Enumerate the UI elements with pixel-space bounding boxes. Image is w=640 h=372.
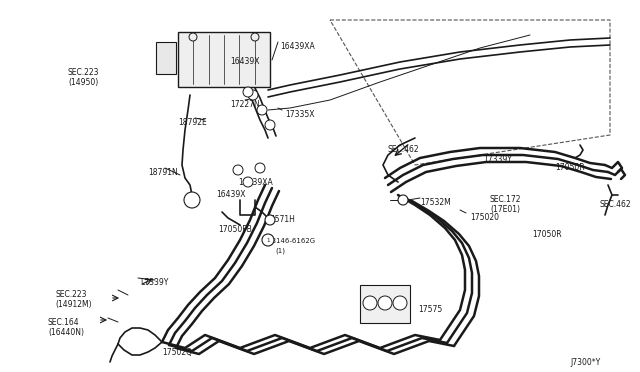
Text: 17571H: 17571H [265, 215, 295, 224]
Text: 175020: 175020 [470, 213, 499, 222]
Circle shape [248, 90, 258, 100]
Text: SEC.223: SEC.223 [55, 290, 86, 299]
Circle shape [184, 192, 200, 208]
Text: 16439X: 16439X [216, 190, 246, 199]
Text: 1: 1 [266, 237, 269, 243]
Text: SEC.164: SEC.164 [48, 318, 79, 327]
Text: SEC.223: SEC.223 [68, 68, 99, 77]
Text: (14912M): (14912M) [55, 300, 92, 309]
Circle shape [255, 163, 265, 173]
Circle shape [265, 215, 275, 225]
Text: 08146-6162G: 08146-6162G [268, 238, 316, 244]
Text: 16439XA: 16439XA [238, 178, 273, 187]
Bar [360, 285, 410, 323]
Bar [156, 42, 176, 74]
Text: 17227N: 17227N [230, 100, 260, 109]
Bar [178, 32, 270, 87]
Circle shape [243, 177, 253, 187]
Circle shape [189, 33, 197, 41]
Text: SEC.462: SEC.462 [388, 145, 420, 154]
Text: 18791N: 18791N [148, 168, 178, 177]
Text: 17575: 17575 [418, 305, 442, 314]
Circle shape [233, 165, 243, 175]
Text: SEC.462: SEC.462 [600, 200, 632, 209]
Text: J7300*Y: J7300*Y [570, 358, 600, 367]
Circle shape [251, 33, 259, 41]
Text: 18792E: 18792E [178, 118, 207, 127]
Circle shape [378, 296, 392, 310]
Text: (17E01): (17E01) [490, 205, 520, 214]
Text: 16439X: 16439X [230, 57, 259, 66]
Text: (14950): (14950) [68, 78, 99, 87]
Text: 17335X: 17335X [285, 110, 314, 119]
Text: (1): (1) [275, 248, 285, 254]
Text: (16440N): (16440N) [48, 328, 84, 337]
Text: 16439XA: 16439XA [280, 42, 315, 51]
Text: 17050R: 17050R [555, 163, 584, 172]
Circle shape [363, 296, 377, 310]
Text: 17532M: 17532M [420, 198, 451, 207]
Circle shape [393, 296, 407, 310]
Text: SEC.172: SEC.172 [490, 195, 522, 204]
Circle shape [243, 87, 253, 97]
Text: 17502Q: 17502Q [162, 348, 192, 357]
Text: 17050FB: 17050FB [218, 225, 252, 234]
Text: 17339Y: 17339Y [483, 155, 512, 164]
Circle shape [262, 234, 274, 246]
Circle shape [398, 195, 408, 205]
Text: 17050R: 17050R [532, 230, 562, 239]
Circle shape [265, 120, 275, 130]
Circle shape [257, 105, 267, 115]
Text: L7339Y: L7339Y [140, 278, 168, 287]
